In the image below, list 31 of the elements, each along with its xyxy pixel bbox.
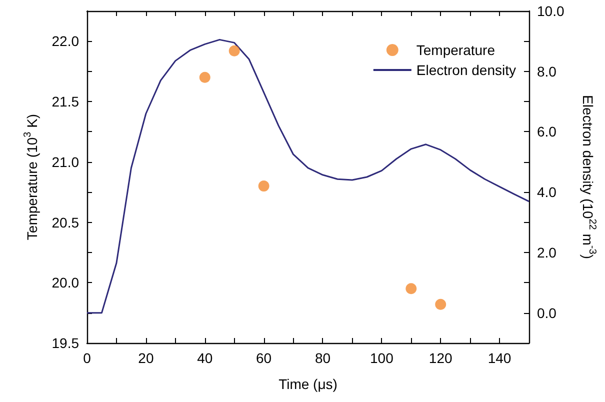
x-tick-label: 120 xyxy=(428,350,452,366)
y2-tick-label: 2.0 xyxy=(537,244,557,260)
legend-label: Temperature xyxy=(416,42,496,58)
point xyxy=(228,45,240,56)
y-tick-label: 19.5 xyxy=(52,335,80,351)
point xyxy=(435,298,446,310)
y-tick-label: 20.5 xyxy=(52,214,80,230)
line-series xyxy=(86,38,530,314)
y-tick-label: 22.0 xyxy=(52,33,80,50)
y-tick-label: 21.5 xyxy=(52,94,80,110)
y-tick-label: 21.0 xyxy=(52,154,80,170)
point xyxy=(406,283,417,294)
x-tick-label: 100 xyxy=(370,350,394,366)
legend-label: Electron density xyxy=(416,62,516,78)
y2-tick-label: 6.0 xyxy=(537,124,557,140)
y-tick-label: 20.0 xyxy=(52,274,80,291)
y2-tick-label: 8.0 xyxy=(537,63,557,80)
x-tick-label: 40 xyxy=(197,350,213,366)
x-tick-label: 80 xyxy=(314,350,331,366)
x-tick-label: 60 xyxy=(256,350,272,366)
x-axis-title: Time (μs) xyxy=(278,376,338,392)
y-axis-title: Temperature (103 K) xyxy=(22,114,40,240)
y2-tick-label: 0.0 xyxy=(537,304,557,321)
x-tick-label: 20 xyxy=(138,350,154,366)
x-tick-label: 140 xyxy=(488,350,512,366)
y2-axis-title: Electron density (1022 m-3) xyxy=(580,95,598,259)
point xyxy=(199,72,210,83)
y2-tick-label: 4.0 xyxy=(537,184,557,200)
y2-tick-label: 10.0 xyxy=(537,3,564,19)
x-tick-label: 0 xyxy=(83,350,92,366)
point xyxy=(258,180,270,192)
